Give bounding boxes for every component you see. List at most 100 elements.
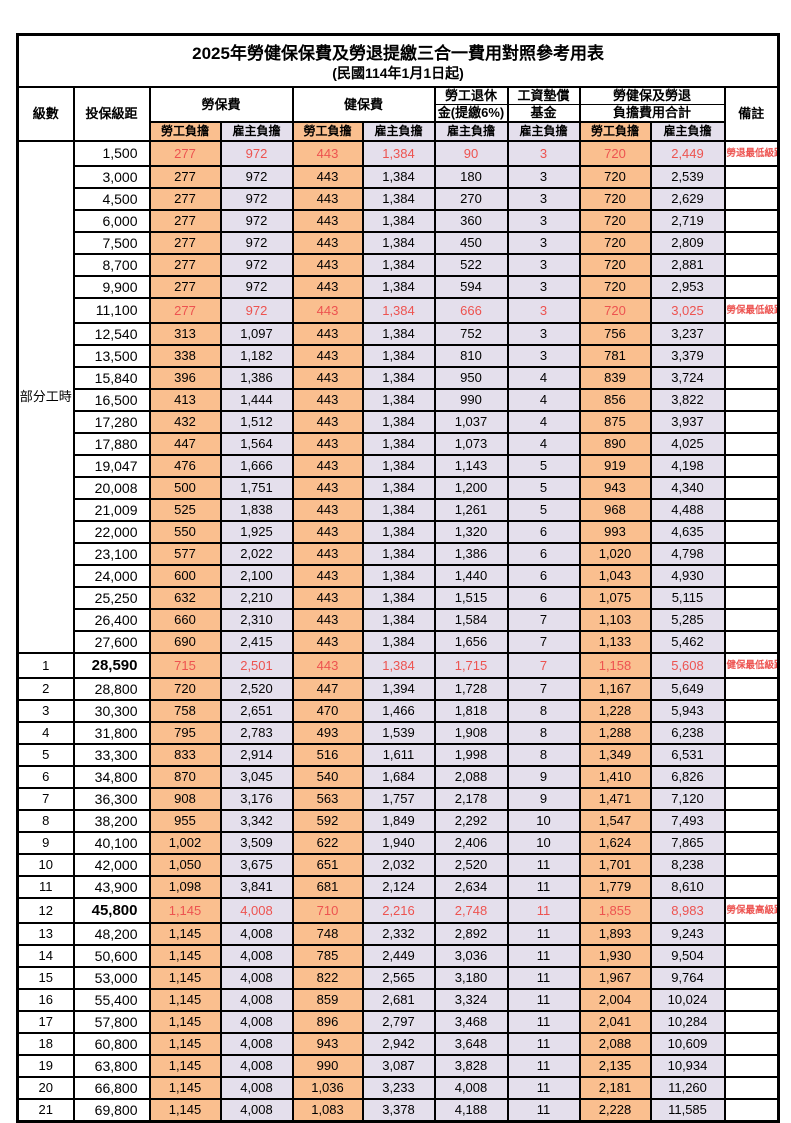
value-cell: 993	[578, 520, 652, 544]
value-cell: 2,719	[649, 209, 726, 233]
table-row: 8,700 277 972 443 1,384 522 3 720 2,881	[18, 253, 780, 277]
value-cell: 968	[578, 498, 652, 522]
value-cell: 972	[219, 140, 294, 167]
value-cell: 795	[148, 721, 222, 745]
level-cell: 19	[16, 1054, 75, 1078]
bracket-cell: 36,300	[72, 787, 151, 811]
value-cell: 1,320	[433, 520, 509, 544]
table-row: 11 43,900 1,098 3,841 681 2,124 2,634 11 1,779 8,…	[16, 875, 780, 899]
header-pension-line2: 金(提繳6%)	[433, 104, 509, 123]
subheader-labor-employee: 勞工負擔	[148, 121, 222, 142]
header-total-line1: 勞健保及勞退	[578, 86, 726, 105]
note-cell	[723, 410, 780, 434]
value-cell: 5	[506, 454, 581, 478]
value-cell: 1,097	[219, 322, 294, 346]
value-cell: 720	[578, 140, 652, 167]
bracket-cell: 15,840	[72, 366, 151, 390]
note-cell	[723, 630, 780, 654]
value-cell: 4,340	[649, 476, 726, 500]
value-cell: 1,384	[361, 542, 436, 566]
value-cell: 3,180	[433, 966, 509, 990]
value-cell: 4,008	[219, 1076, 294, 1100]
value-cell: 6	[506, 564, 581, 588]
value-cell: 752	[433, 322, 509, 346]
value-cell: 720	[578, 253, 652, 277]
value-cell: 1,167	[578, 677, 652, 701]
value-cell: 710	[291, 897, 364, 924]
value-cell: 2,228	[578, 1098, 652, 1123]
value-cell: 720	[578, 209, 652, 233]
value-cell: 972	[219, 209, 294, 233]
bracket-cell: 43,900	[72, 875, 151, 899]
value-cell: 3	[506, 231, 581, 255]
value-cell: 443	[291, 630, 364, 654]
value-cell: 1,925	[219, 520, 294, 544]
value-cell: 3,724	[649, 366, 726, 390]
note-cell	[723, 853, 780, 877]
value-cell: 1,998	[433, 743, 509, 767]
note-cell	[723, 1076, 780, 1100]
value-cell: 4,008	[219, 1032, 294, 1056]
value-cell: 1,893	[578, 922, 652, 946]
value-cell: 720	[578, 297, 652, 324]
value-cell: 432	[148, 410, 222, 434]
header-total-line2: 負擔費用合計	[578, 104, 726, 123]
bracket-cell: 48,200	[72, 922, 151, 946]
table-row: 3 30,300 758 2,651 470 1,466 1,818 8 1,228 5,943	[16, 699, 780, 723]
value-cell: 2,210	[219, 586, 294, 610]
table-row: 13,500 338 1,182 443 1,384 810 3 781 3,379	[18, 344, 780, 368]
value-cell: 2,406	[433, 831, 509, 855]
note-cell	[723, 454, 780, 478]
value-cell: 3	[506, 297, 581, 324]
note-cell	[723, 344, 780, 368]
value-cell: 1,228	[578, 699, 652, 723]
value-cell: 3,675	[219, 853, 294, 877]
value-cell: 443	[291, 388, 364, 412]
table-row: 12,540 313 1,097 443 1,384 752 3 756 3,237	[18, 322, 780, 346]
bracket-cell: 25,250	[72, 586, 151, 610]
value-cell: 2,501	[219, 652, 294, 679]
value-cell: 525	[148, 498, 222, 522]
value-cell: 2,004	[578, 988, 652, 1012]
value-cell: 5	[506, 476, 581, 500]
value-cell: 1,384	[361, 366, 436, 390]
note-cell	[723, 586, 780, 610]
value-cell: 413	[148, 388, 222, 412]
page-subtitle: (民國114年1月1日起)	[332, 65, 464, 82]
value-cell: 10	[506, 831, 581, 855]
value-cell: 90	[433, 140, 509, 167]
level-cell: 1	[16, 652, 75, 679]
value-cell: 443	[291, 253, 364, 277]
subheader-health-employee: 勞工負擔	[291, 121, 364, 142]
value-cell: 7,493	[649, 809, 726, 833]
table-row: 21 69,800 1,145 4,008 1,083 3,378 4,188 11 2,228…	[16, 1098, 780, 1123]
header-labor-insurance: 勞保費	[148, 86, 294, 123]
value-cell: 11	[506, 1032, 581, 1056]
value-cell: 1,384	[361, 187, 436, 211]
value-cell: 1,940	[361, 831, 436, 855]
value-cell: 2,088	[433, 765, 509, 789]
value-cell: 1,098	[148, 875, 222, 899]
value-cell: 4,008	[433, 1076, 509, 1100]
value-cell: 443	[291, 410, 364, 434]
table-row: 20 66,800 1,145 4,008 1,036 3,233 4,008 11 2,181…	[16, 1076, 780, 1100]
value-cell: 1,684	[361, 765, 436, 789]
table-row: 24,000 600 2,100 443 1,384 1,440 6 1,043 4,930	[18, 564, 780, 588]
table-row: 13 48,200 1,145 4,008 748 2,332 2,892 11 1,893 9,…	[16, 922, 780, 946]
level-cell: 10	[16, 853, 75, 877]
value-cell: 3,822	[649, 388, 726, 412]
table-row: 19 63,800 1,145 4,008 990 3,087 3,828 11 2,135 10…	[16, 1054, 780, 1078]
value-cell: 11	[506, 922, 581, 946]
value-cell: 4,008	[219, 1010, 294, 1034]
value-cell: 443	[291, 165, 364, 189]
bracket-cell: 33,300	[72, 743, 151, 767]
note-cell	[723, 721, 780, 745]
value-cell: 2,748	[433, 897, 509, 924]
value-cell: 720	[578, 231, 652, 255]
bracket-cell: 28,590	[72, 652, 151, 679]
table-row: 4,500 277 972 443 1,384 270 3 720 2,629	[18, 187, 780, 211]
value-cell: 2,178	[433, 787, 509, 811]
value-cell: 1,751	[219, 476, 294, 500]
bracket-cell: 17,280	[72, 410, 151, 434]
note-cell: 勞保最低級距	[723, 297, 780, 324]
